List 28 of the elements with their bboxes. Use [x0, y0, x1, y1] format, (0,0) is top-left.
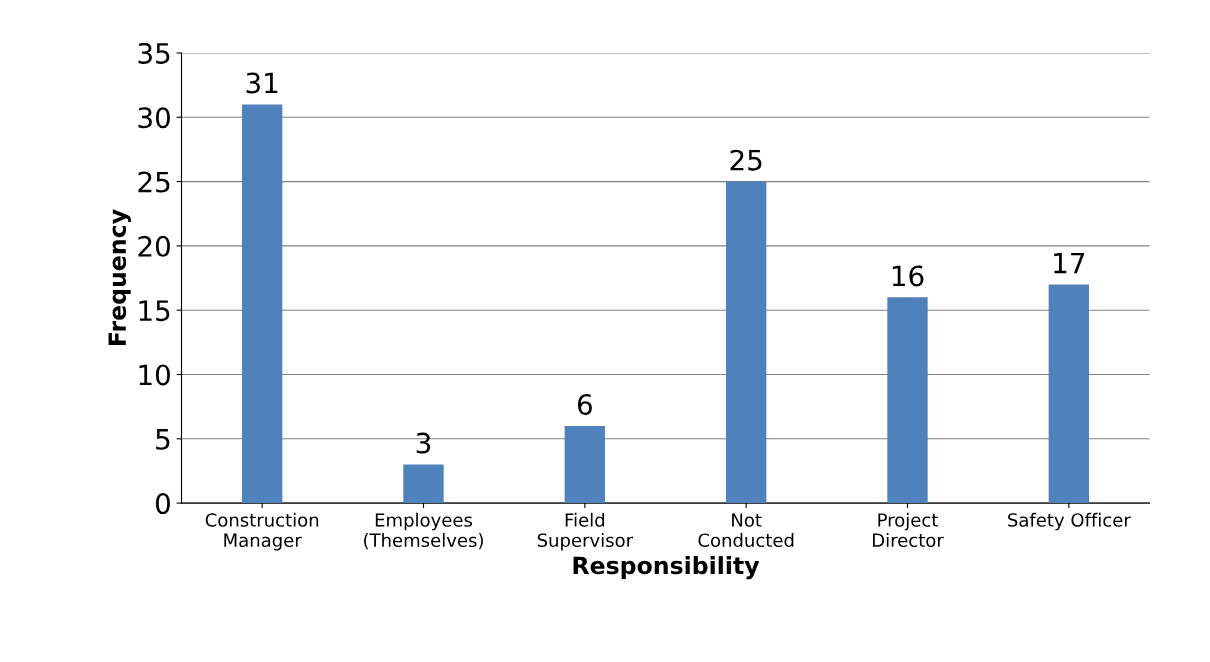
data-label: 16 — [892, 265, 924, 287]
x-tick-label: Not Conducted — [698, 513, 794, 548]
y-tick-label: 30 — [138, 107, 170, 129]
data-label: 25 — [730, 149, 762, 171]
x-tick-label: Construction Manager — [205, 512, 319, 551]
data-label: 3 — [416, 432, 431, 454]
x-tick-label: Field Supervisor — [537, 512, 634, 551]
bar — [887, 297, 928, 504]
bar — [1048, 284, 1089, 504]
data-label: 31 — [246, 72, 278, 94]
y-tick-label: 25 — [138, 171, 170, 193]
bar — [242, 104, 283, 504]
y-tick-label: 5 — [156, 429, 170, 450]
x-tick-label: Employees (Themselves) — [364, 512, 483, 550]
data-label: 6 — [577, 394, 592, 416]
bar — [403, 464, 444, 504]
bar — [726, 181, 767, 504]
y-tick-label: 10 — [139, 364, 170, 386]
y-tick-label: 0 — [155, 493, 170, 515]
y-tick-label: 35 — [138, 42, 170, 64]
y-tick-label: 15 — [139, 300, 170, 322]
y-tick-label: 20 — [138, 235, 170, 257]
x-tick-label: Safety Officer — [1008, 512, 1131, 531]
y-axis-title: Frequency — [108, 209, 131, 345]
bar — [564, 425, 605, 504]
x-axis-title: Responsibility — [573, 556, 760, 580]
x-tick-label: Project Director — [873, 512, 944, 548]
data-label: 17 — [1054, 252, 1085, 274]
